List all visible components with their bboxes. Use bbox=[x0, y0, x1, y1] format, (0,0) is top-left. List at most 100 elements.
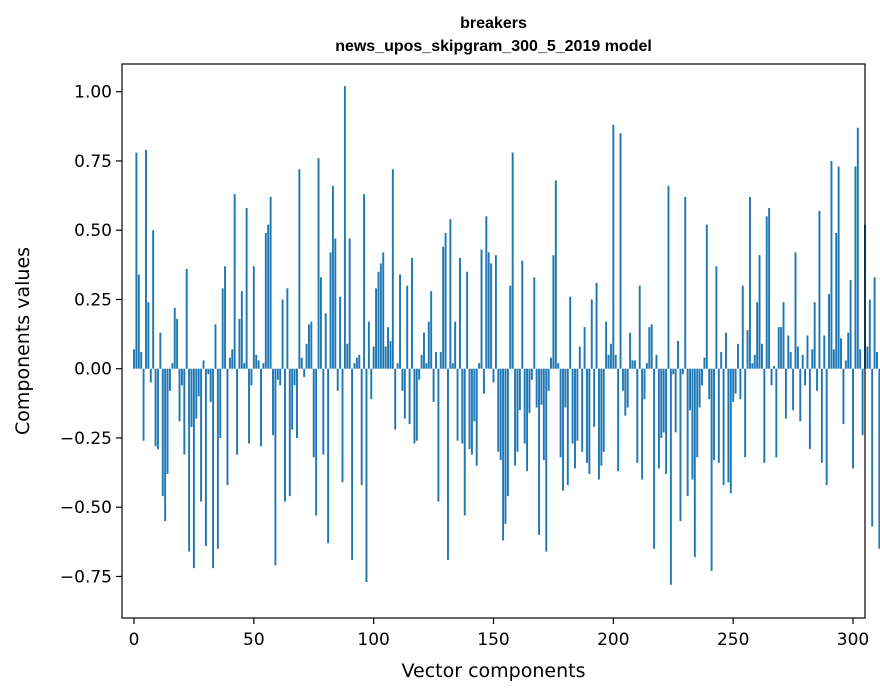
bar bbox=[636, 368, 639, 463]
bar bbox=[317, 158, 320, 369]
bar bbox=[722, 368, 725, 486]
bar bbox=[449, 219, 452, 369]
bar bbox=[729, 368, 732, 494]
bar bbox=[801, 354, 804, 369]
bar bbox=[312, 368, 315, 458]
bar bbox=[341, 368, 344, 483]
bar bbox=[502, 368, 505, 541]
x-tick-label: 150 bbox=[477, 630, 509, 650]
bar bbox=[384, 346, 387, 369]
bar bbox=[195, 368, 198, 419]
bar bbox=[451, 363, 454, 369]
bar bbox=[614, 354, 617, 369]
bar bbox=[542, 368, 545, 461]
bar bbox=[339, 296, 342, 369]
bar bbox=[693, 368, 696, 558]
bar bbox=[799, 368, 802, 422]
bar bbox=[372, 346, 375, 369]
bar bbox=[240, 291, 243, 369]
bar bbox=[176, 318, 179, 369]
bar bbox=[478, 363, 481, 369]
bar bbox=[482, 368, 485, 394]
bar bbox=[772, 365, 775, 369]
bar bbox=[327, 368, 330, 544]
bar bbox=[775, 368, 778, 458]
bar bbox=[732, 368, 735, 402]
x-axis-ticks: 0 50 100 150 200 250 300 bbox=[129, 618, 869, 650]
bar bbox=[806, 335, 809, 369]
bar bbox=[526, 368, 529, 472]
bar bbox=[305, 343, 308, 369]
bar bbox=[715, 266, 718, 369]
bar bbox=[521, 260, 524, 369]
x-tick-label: 100 bbox=[357, 630, 389, 650]
bar bbox=[166, 368, 169, 474]
bar bbox=[351, 368, 354, 560]
bar bbox=[145, 149, 147, 369]
bar bbox=[650, 324, 653, 369]
bar bbox=[849, 280, 852, 369]
bar bbox=[554, 180, 557, 369]
bar bbox=[463, 368, 466, 516]
bar bbox=[856, 127, 859, 369]
bar bbox=[286, 288, 289, 369]
bar bbox=[847, 332, 850, 369]
bar bbox=[399, 274, 401, 369]
bar bbox=[233, 194, 236, 369]
bar bbox=[583, 327, 586, 369]
bar bbox=[276, 368, 279, 380]
bar bbox=[586, 368, 588, 463]
bar bbox=[679, 368, 682, 522]
bar bbox=[324, 313, 327, 369]
bar bbox=[382, 252, 385, 369]
bar bbox=[499, 368, 502, 461]
bar bbox=[274, 368, 277, 566]
bar bbox=[216, 368, 219, 549]
bar bbox=[365, 368, 368, 582]
bar bbox=[633, 360, 636, 369]
bar bbox=[811, 349, 814, 369]
bar bbox=[794, 252, 797, 369]
bar bbox=[168, 368, 171, 391]
bar bbox=[370, 368, 373, 400]
bar bbox=[866, 346, 869, 369]
bar bbox=[444, 232, 447, 369]
bar bbox=[279, 368, 282, 386]
bar bbox=[353, 363, 356, 369]
bar bbox=[696, 368, 699, 458]
bar bbox=[514, 368, 517, 466]
bar bbox=[343, 86, 346, 369]
bar bbox=[780, 327, 783, 369]
bar bbox=[329, 252, 332, 369]
bar bbox=[506, 368, 509, 497]
bar bbox=[231, 349, 234, 369]
bar bbox=[401, 368, 404, 391]
bar bbox=[173, 307, 176, 369]
bar bbox=[248, 368, 250, 444]
bar bbox=[221, 288, 224, 369]
bar bbox=[837, 166, 840, 369]
bar bbox=[689, 368, 691, 411]
bar bbox=[442, 246, 445, 369]
bar bbox=[439, 352, 442, 369]
bar bbox=[140, 352, 143, 369]
bar bbox=[490, 263, 493, 369]
bar bbox=[787, 335, 790, 369]
bar bbox=[202, 360, 205, 369]
bar bbox=[641, 368, 644, 480]
bar bbox=[403, 368, 406, 419]
bar bbox=[540, 368, 543, 405]
bar bbox=[770, 368, 773, 386]
bar bbox=[816, 368, 819, 391]
bar bbox=[171, 363, 174, 369]
bar bbox=[207, 368, 210, 375]
bar bbox=[494, 255, 497, 369]
bar bbox=[509, 285, 512, 369]
y-axis-label: Components values bbox=[12, 247, 34, 435]
bar bbox=[717, 368, 720, 463]
bar bbox=[334, 238, 337, 369]
bar bbox=[746, 329, 749, 369]
bar bbox=[600, 368, 603, 466]
bar bbox=[530, 368, 533, 380]
bar bbox=[147, 302, 150, 369]
